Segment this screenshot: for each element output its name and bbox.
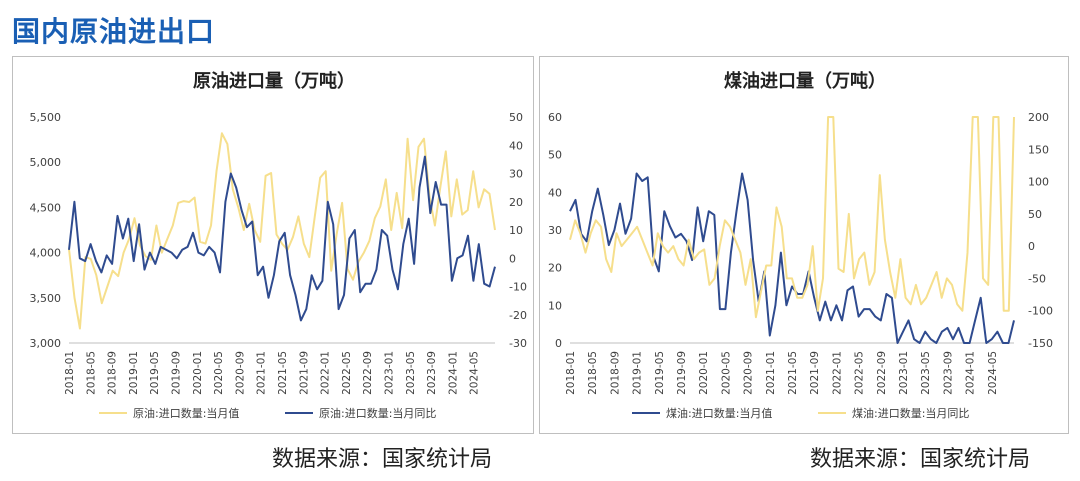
x-axis-tick-label: 2023-01 — [384, 351, 396, 395]
right-axis-tick-label: -150 — [1028, 337, 1053, 350]
series-line-1 — [68, 132, 496, 330]
page-title: 国内原油进出口 — [12, 15, 216, 48]
left-axis-tick-label: 0 — [555, 337, 562, 350]
x-axis-tick-label: 2020-05 — [213, 351, 225, 395]
x-axis-tick-label: 2024-05 — [987, 351, 999, 395]
crude-oil-import-chart: 原油进口量（万吨） 3,000 3,500 4,000 4,500 5,000 5,500 -… — [30, 70, 527, 420]
right-axis-tick-label: 50 — [509, 111, 523, 124]
right-axis-tick-label: -20 — [509, 309, 527, 322]
x-axis-tick-label: 2021-09 — [809, 351, 821, 395]
x-axis-tick-label: 2023-05 — [920, 351, 932, 395]
left-axis-tick-label: 5,000 — [30, 156, 62, 169]
left-axis-tick-label: 4,500 — [30, 201, 62, 214]
x-axis-tick-label: 2024-01 — [965, 351, 977, 395]
right-axis-tick-label: -10 — [509, 281, 527, 294]
left-axis-tick-label: 4,000 — [30, 247, 62, 260]
x-axis-tick-label: 2019-05 — [149, 351, 161, 395]
legend-label: 煤油:进口数量:当月同比 — [852, 406, 969, 420]
right-axis-tick-label: 0 — [1028, 240, 1035, 253]
x-axis-tick-label: 2020-09 — [234, 351, 246, 395]
x-axis-tick-label: 2021-09 — [298, 351, 310, 395]
x-axis-tick-label: 2022-01 — [831, 351, 843, 395]
left-axis-tick-label: 3,000 — [30, 337, 62, 350]
x-axis-tick-label: 2018-05 — [587, 351, 599, 395]
x-axis-tick-label: 2019-05 — [654, 351, 666, 395]
left-axis-tick-label: 30 — [548, 224, 562, 237]
left-axis-tick-label: 5,500 — [30, 111, 62, 124]
chart-panel-crude-oil-import: 原油进口量（万吨） 3,000 3,500 4,000 4,500 5,000 5,500 -… — [12, 56, 534, 434]
right-axis-tick-label: 20 — [509, 196, 523, 209]
legend-label: 原油:进口数量:当月同比 — [319, 406, 436, 420]
x-axis-tick-label: 2023-09 — [426, 351, 438, 395]
x-axis-tick-label: 2018-05 — [85, 351, 97, 395]
chart-title: 原油进口量（万吨） — [193, 70, 355, 92]
legend-label: 煤油:进口数量:当月值 — [666, 406, 772, 420]
x-axis-tick-label: 2022-09 — [876, 351, 888, 395]
data-source-right: 数据来源：国家统计局 — [810, 447, 1031, 472]
x-axis-tick-label: 2020-09 — [743, 351, 755, 395]
x-axis-tick-label: 2019-01 — [128, 351, 140, 395]
series-line-2 — [68, 155, 496, 322]
x-axis-tick-label: 2023-01 — [898, 351, 910, 395]
right-axis-tick-label: 40 — [509, 139, 523, 152]
left-axis-tick-label: 10 — [548, 299, 562, 312]
x-axis-tick-label: 2023-09 — [942, 351, 954, 395]
x-axis-tick-label: 2021-01 — [256, 351, 268, 395]
x-axis-tick-label: 2019-09 — [171, 351, 183, 395]
chart-panel-kerosene-import: 煤油进口量（万吨） 0 10 20 30 40 50 60 -150 -100 -50 0 50 100 1… — [539, 56, 1069, 434]
x-axis-tick-label: 2019-09 — [676, 351, 688, 395]
right-axis-tick-label: 50 — [1028, 208, 1042, 221]
left-axis-tick-label: 40 — [548, 186, 562, 199]
x-axis-tick-label: 2021-05 — [277, 351, 289, 395]
chart-title: 煤油进口量（万吨） — [724, 70, 886, 92]
x-axis-tick-label: 2022-01 — [320, 351, 332, 395]
right-axis-tick-label: -50 — [1028, 272, 1046, 285]
x-axis-tick-label: 2022-05 — [854, 351, 866, 395]
legend-label: 原油:进口数量:当月值 — [133, 406, 239, 420]
series-line-1 — [569, 172, 1015, 344]
x-axis-tick-label: 2020-05 — [720, 351, 732, 395]
x-axis-tick-label: 2021-01 — [765, 351, 777, 395]
x-axis-tick-label: 2020-01 — [192, 351, 204, 395]
x-axis-tick-label: 2022-05 — [341, 351, 353, 395]
x-axis-tick-label: 2021-05 — [787, 351, 799, 395]
left-axis-tick-label: 20 — [548, 262, 562, 275]
x-axis-tick-label: 2018-09 — [609, 351, 621, 395]
left-axis-tick-label: 50 — [548, 149, 562, 162]
right-axis-tick-label: 200 — [1028, 111, 1049, 124]
right-axis-tick-label: 100 — [1028, 176, 1049, 189]
right-axis-tick-label: 30 — [509, 168, 523, 181]
right-axis-tick-label: 0 — [509, 252, 516, 265]
x-axis-tick-label: 2024-01 — [447, 351, 459, 395]
x-axis-tick-label: 2020-01 — [698, 351, 710, 395]
x-axis-tick-label: 2019-01 — [632, 351, 644, 395]
x-axis-tick-label: 2024-05 — [469, 351, 481, 395]
series-line-2 — [569, 116, 1015, 319]
kerosene-import-chart: 煤油进口量（万吨） 0 10 20 30 40 50 60 -150 -100 -50 0 50 100 1… — [548, 70, 1053, 420]
right-axis-tick-label: 10 — [509, 224, 523, 237]
left-axis-tick-label: 3,500 — [30, 292, 62, 305]
right-axis-tick-label: 150 — [1028, 143, 1049, 156]
data-source-left: 数据来源：国家统计局 — [272, 447, 493, 472]
left-axis-tick-label: 60 — [548, 111, 562, 124]
x-axis-tick-label: 2018-01 — [64, 351, 76, 395]
x-axis-tick-label: 2018-01 — [565, 351, 577, 395]
right-axis-tick-label: -100 — [1028, 305, 1053, 318]
x-axis-tick-label: 2018-09 — [107, 351, 119, 395]
right-axis-tick-label: -30 — [509, 337, 527, 350]
x-axis-tick-label: 2022-09 — [362, 351, 374, 395]
x-axis-tick-label: 2023-05 — [405, 351, 417, 395]
